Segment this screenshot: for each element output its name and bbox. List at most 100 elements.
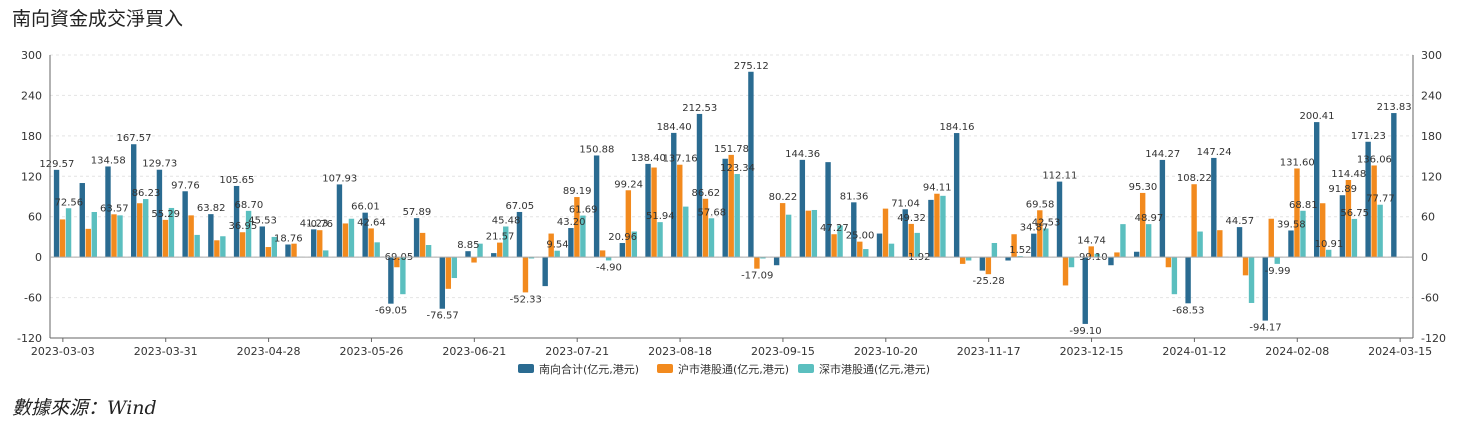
bar-sh xyxy=(1114,252,1120,258)
bar-south xyxy=(1288,230,1294,258)
data-label-sz: 56.75 xyxy=(1340,208,1369,219)
y-tick-label-right: 120 xyxy=(1421,170,1442,183)
data-label-sh: 69.58 xyxy=(1026,199,1055,210)
data-label-sz: 51.94 xyxy=(646,211,675,222)
bar-sh xyxy=(214,240,220,258)
bar-sh xyxy=(265,247,271,258)
bar-south xyxy=(1236,227,1243,258)
data-label-sh: 108.22 xyxy=(1177,173,1212,184)
bar-sh xyxy=(1268,218,1274,258)
bar-sz xyxy=(1274,257,1280,264)
bar-sh xyxy=(1139,192,1146,258)
y-tick-label-right: -120 xyxy=(1421,332,1446,345)
bar-sh xyxy=(445,257,452,289)
data-label-sz: -4.90 xyxy=(596,262,622,273)
data-label-south: 144.27 xyxy=(1145,149,1180,160)
x-tick-label: 2023-06-21 xyxy=(442,345,506,358)
data-label-sh: 137.16 xyxy=(663,154,698,165)
x-tick-label: 2023-10-20 xyxy=(854,345,918,358)
bar-sz xyxy=(451,257,458,279)
data-label-sh: 151.78 xyxy=(714,144,749,155)
bar-sz xyxy=(863,249,869,258)
bar-south xyxy=(876,233,883,258)
bar-sh xyxy=(394,257,400,268)
bar-sz xyxy=(1068,257,1075,268)
bar-south xyxy=(825,162,831,258)
bar-sz xyxy=(323,250,329,258)
y-tick-label-left: 60 xyxy=(28,211,42,224)
data-label-sh: -52.33 xyxy=(510,294,542,305)
legend-swatch-south[interactable] xyxy=(518,364,534,373)
bar-sz xyxy=(91,211,97,258)
bar-south xyxy=(542,257,548,287)
bar-south xyxy=(285,244,291,258)
bar-south xyxy=(1211,157,1217,258)
bar-south xyxy=(799,159,806,258)
bar-south xyxy=(953,133,960,258)
bar-sz xyxy=(1248,257,1255,303)
bar-sz xyxy=(1120,224,1126,258)
data-label-sh: 80.22 xyxy=(769,192,798,203)
data-label-south: 112.11 xyxy=(1042,171,1077,182)
bar-sh xyxy=(368,228,374,258)
y-tick-label-left: 300 xyxy=(21,49,42,62)
data-label-south: 147.24 xyxy=(1197,147,1232,158)
data-label-south: -68.53 xyxy=(1172,305,1204,316)
bar-south xyxy=(1056,181,1063,258)
legend-swatch-sz[interactable] xyxy=(798,364,814,373)
bar-sh xyxy=(1217,230,1223,258)
data-label-sz: 45.48 xyxy=(492,215,521,226)
y-tick-label-left: 240 xyxy=(21,89,42,102)
bar-south xyxy=(1159,159,1166,258)
bar-sz xyxy=(1325,249,1332,258)
data-label-sz: 86.23 xyxy=(132,188,161,199)
bar-sh xyxy=(522,257,529,293)
data-label-south: 275.12 xyxy=(734,61,769,72)
data-label-south: 171.23 xyxy=(1351,131,1386,142)
x-tick-label: 2024-03-15 xyxy=(1368,345,1432,358)
bar-sz xyxy=(605,257,612,261)
bar-sh xyxy=(1319,203,1326,258)
bar-sh xyxy=(317,230,323,258)
bar-sh xyxy=(162,219,169,258)
legend-label-sz[interactable]: 深市港股通(亿元,港元) xyxy=(819,362,930,376)
data-label-sh: 94.11 xyxy=(923,183,952,194)
bar-sh xyxy=(908,223,914,258)
data-label-sh: -0.76 xyxy=(307,219,333,230)
bar-sz xyxy=(888,243,895,258)
bar-sz xyxy=(631,231,638,258)
data-label-sh: 131.60 xyxy=(1280,157,1315,168)
data-label-sh: 86.62 xyxy=(691,188,720,199)
legend-label-sh[interactable]: 沪市港股通(亿元,港元) xyxy=(678,362,789,376)
y-tick-label-left: -120 xyxy=(17,332,42,345)
bar-sh xyxy=(548,233,554,258)
data-label-south: 43.20 xyxy=(557,217,586,228)
data-label-south: 45.53 xyxy=(248,215,277,226)
bar-south xyxy=(388,257,394,304)
bar-south xyxy=(851,202,857,258)
bar-south xyxy=(619,243,626,258)
x-tick-label: 2024-01-12 xyxy=(1162,345,1226,358)
data-label-south: 200.41 xyxy=(1299,111,1334,122)
bar-sh xyxy=(1088,246,1094,258)
y-tick-label-left: 0 xyxy=(35,251,42,264)
data-label-south: 63.82 xyxy=(197,203,226,214)
bar-south xyxy=(233,185,240,258)
legend-swatch-sh[interactable] xyxy=(657,364,673,373)
data-label-sh: 36.95 xyxy=(229,221,258,232)
bar-sh xyxy=(59,219,66,258)
bar-south xyxy=(928,199,934,258)
bar-sh xyxy=(497,242,503,258)
bar-sz xyxy=(785,214,792,258)
bar-sz xyxy=(1094,253,1100,258)
data-label-south: 20.96 xyxy=(608,232,637,243)
data-label-south: 67.05 xyxy=(505,201,534,212)
bar-sz xyxy=(708,218,715,258)
legend[interactable]: 南向合计(亿元,港元) 沪市港股通(亿元,港元) 深市港股通(亿元,港元) xyxy=(518,362,930,376)
x-tick-label: 2023-05-26 xyxy=(339,345,403,358)
data-labels: 129.57 134.58 167.57 129.73 97.76 63.82 105.65… xyxy=(39,61,1411,337)
bar-sh xyxy=(342,223,349,258)
legend-label-south[interactable]: 南向合计(亿元,港元) xyxy=(539,362,639,376)
data-label-sh: 14.74 xyxy=(1077,235,1106,246)
bar-sh xyxy=(85,228,91,258)
